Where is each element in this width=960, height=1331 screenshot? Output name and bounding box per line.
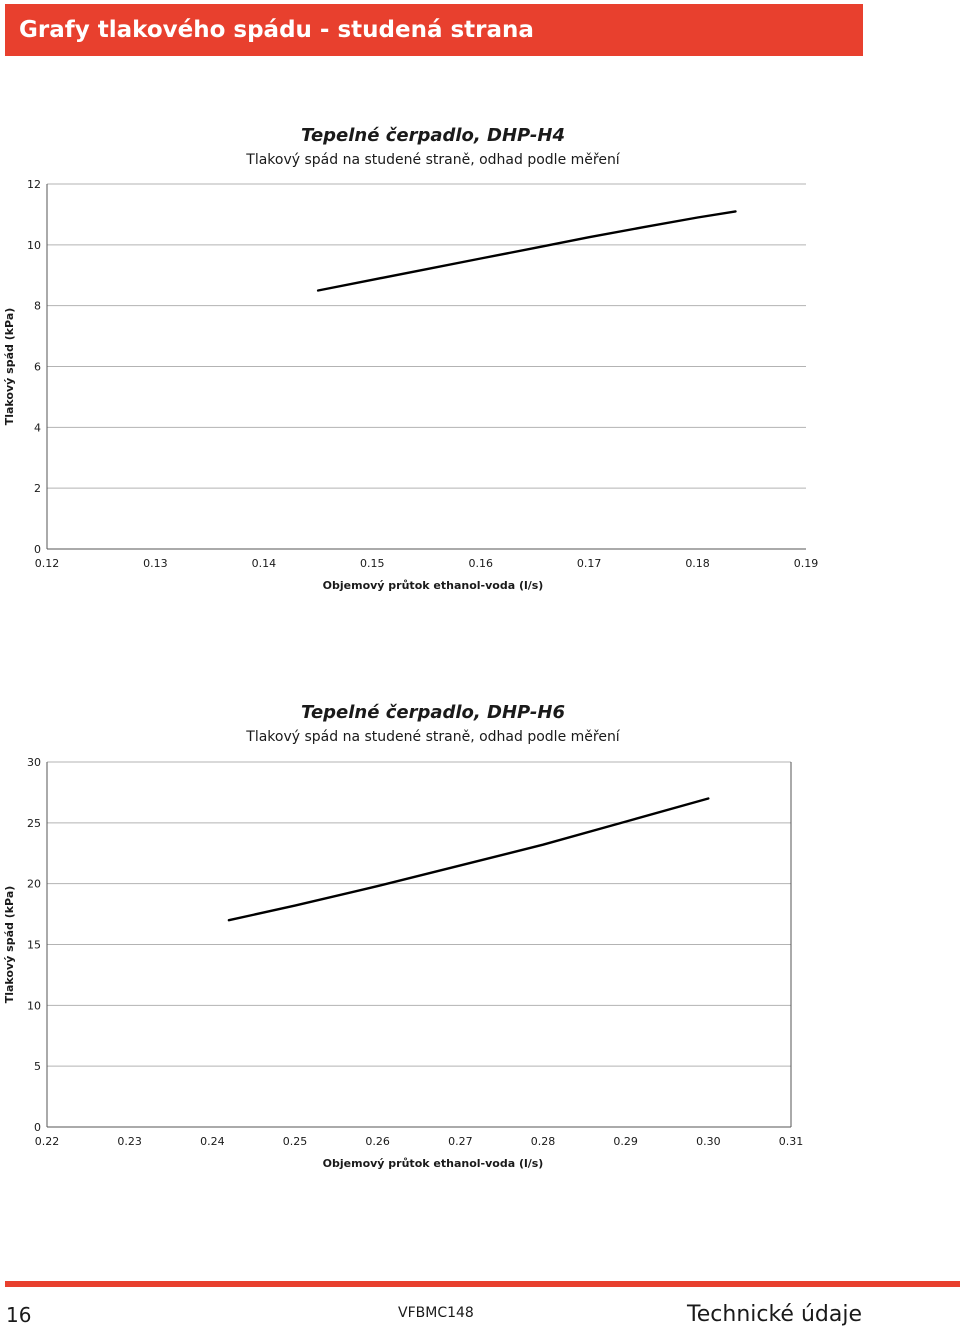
x-tick-label: 0.25: [283, 1135, 308, 1148]
pressure-drop-chart-dhp-h6: Tepelné čerpadlo, DHP-H6 Tlakový spád na …: [0, 695, 960, 1185]
chart-title: Tepelné čerpadlo, DHP-H4: [301, 125, 565, 146]
y-tick-label: 8: [34, 300, 41, 313]
x-tick-label: 0.23: [117, 1135, 142, 1148]
x-tick-label: 0.29: [613, 1135, 638, 1148]
chart-subtitle: Tlakový spád na studené straně, odhad po…: [245, 729, 621, 745]
chart-title: Tepelné čerpadlo, DHP-H6: [301, 702, 565, 723]
y-tick-label: 20: [27, 878, 41, 891]
page-number: 16: [6, 1303, 32, 1327]
x-tick-label: 0.18: [685, 557, 710, 570]
series-line: [316, 210, 737, 292]
pressure-drop-chart-dhp-h4: Tepelné čerpadlo, DHP-H4 Tlakový spád na …: [0, 118, 960, 608]
x-axis-title: Objemový průtok ethanol-voda (l/s): [323, 1157, 544, 1170]
y-tick-label: 0: [34, 1121, 41, 1134]
x-tick-label: 0.13: [143, 557, 168, 570]
page-heading-banner: Grafy tlakového spádu - studená strana: [5, 4, 863, 56]
x-axis-title: Objemový průtok ethanol-voda (l/s): [323, 579, 544, 592]
x-tick-label: 0.19: [794, 557, 819, 570]
section-name: Technické údaje: [687, 1302, 862, 1327]
x-tick-label: 0.12: [35, 557, 60, 570]
x-tick-label: 0.22: [35, 1135, 60, 1148]
x-tick-label: 0.17: [577, 557, 602, 570]
y-axis-title: Tlakový spád (kPa): [3, 886, 16, 1004]
chart-canvas: Tepelné čerpadlo, DHP-H4 Tlakový spád na …: [3, 125, 819, 592]
y-tick-label: 25: [27, 817, 41, 830]
y-tick-label: 5: [34, 1060, 41, 1073]
y-tick-label: 2: [34, 482, 41, 495]
y-axis-title: Tlakový spád (kPa): [3, 308, 16, 426]
x-tick-label: 0.28: [531, 1135, 556, 1148]
x-tick-label: 0.14: [252, 557, 277, 570]
x-tick-label: 0.31: [779, 1135, 804, 1148]
footer-rule: [5, 1281, 960, 1287]
x-tick-label: 0.27: [448, 1135, 473, 1148]
x-tick-label: 0.30: [696, 1135, 721, 1148]
chart-canvas: Tepelné čerpadlo, DHP-H6 Tlakový spád na …: [3, 702, 804, 1170]
document-code: VFBMC148: [398, 1305, 474, 1321]
y-tick-label: 6: [34, 361, 41, 374]
page-heading: Grafy tlakového spádu - studená strana: [19, 17, 534, 43]
y-tick-label: 10: [27, 239, 41, 252]
x-tick-label: 0.16: [468, 557, 493, 570]
y-tick-label: 0: [34, 543, 41, 556]
series-line: [227, 797, 710, 922]
y-tick-label: 15: [27, 939, 41, 952]
y-tick-label: 12: [27, 178, 41, 191]
x-tick-label: 0.26: [365, 1135, 390, 1148]
y-tick-label: 10: [27, 999, 41, 1012]
y-tick-label: 30: [27, 756, 41, 769]
chart-subtitle: Tlakový spád na studené straně, odhad po…: [245, 152, 621, 168]
y-tick-label: 4: [34, 421, 41, 434]
x-tick-label: 0.15: [360, 557, 385, 570]
x-tick-label: 0.24: [200, 1135, 225, 1148]
